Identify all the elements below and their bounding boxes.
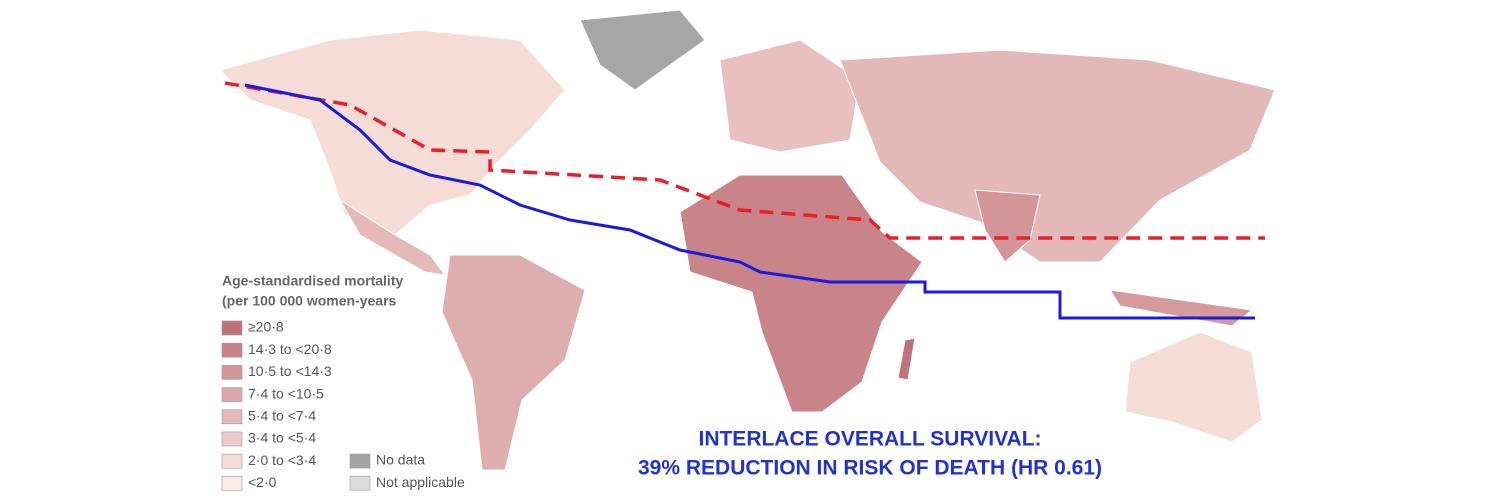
legend-swatch xyxy=(221,365,243,380)
legend: ≥20·8 14·3 to <20·8 10·5 to <14·3 7·4 to <1… xyxy=(221,319,465,491)
legend-label: No data xyxy=(376,452,425,468)
annotation-line: 39% REDUCTION IN RISK OF DEATH (HR 0.61) xyxy=(638,457,1102,480)
legend-swatch xyxy=(349,453,371,469)
legend-swatch xyxy=(221,342,243,358)
india xyxy=(974,189,1041,263)
legend-swatch xyxy=(221,387,243,402)
north-america xyxy=(219,29,566,236)
legend-label: Not applicable xyxy=(376,474,465,490)
madagascar xyxy=(897,337,916,381)
legend-label: 5·4 to <7·4 xyxy=(248,408,316,424)
australia xyxy=(1124,331,1263,443)
europe xyxy=(719,39,861,153)
control-curve xyxy=(224,81,1265,240)
indonesia xyxy=(1109,289,1254,327)
legend-swatch xyxy=(349,475,371,491)
legend-label: 14·3 to <20·8 xyxy=(248,341,332,357)
legend-label: 10·5 to <14·3 xyxy=(248,363,332,379)
legend-label: ≥20·8 xyxy=(248,319,284,335)
africa xyxy=(679,174,923,413)
greenland xyxy=(579,9,706,91)
asia xyxy=(839,49,1276,263)
south-america xyxy=(441,254,586,471)
legend-title: Age-standardised mortality xyxy=(222,273,403,289)
legend-subtitle: (per 100 000 women-years xyxy=(222,293,397,309)
legend-label: 3·4 to <5·4 xyxy=(248,430,316,446)
legend-label: <2·0 xyxy=(248,474,277,490)
legend-swatch xyxy=(221,476,243,491)
legend-label: 7·4 to <10·5 xyxy=(248,385,324,401)
legend-swatch xyxy=(221,453,243,469)
legend-swatch xyxy=(221,431,243,447)
legend-swatch xyxy=(221,320,243,336)
annotation-line: INTERLACE OVERALL SURVIVAL: xyxy=(698,428,1041,451)
interlace-curve xyxy=(244,83,1255,320)
world-map xyxy=(219,9,1276,471)
legend-swatch xyxy=(221,409,243,425)
legend-label: 2·0 to <3·4 xyxy=(248,452,316,468)
central-america xyxy=(339,199,447,276)
